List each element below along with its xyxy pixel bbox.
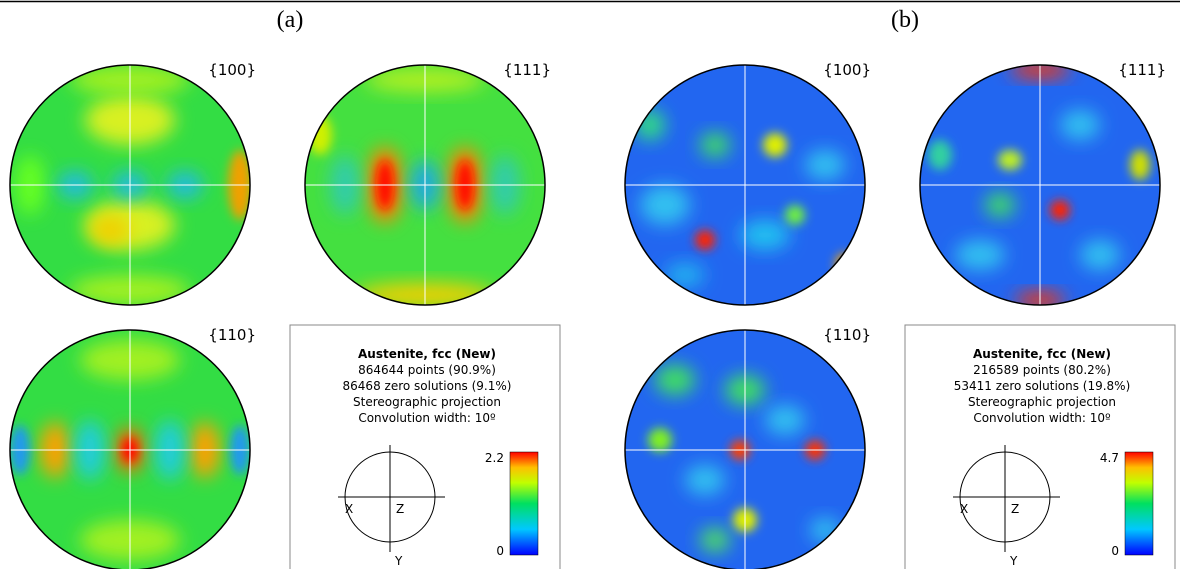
texture-blob: [1130, 150, 1150, 180]
info-line: 53411 zero solutions (19.8%): [954, 379, 1131, 393]
texture-blob: [763, 133, 787, 157]
info-title: Austenite, fcc (New): [973, 347, 1111, 361]
colorbar-max: 2.2: [485, 451, 504, 465]
axis-label: Z: [396, 502, 404, 516]
colorbar-max: 4.7: [1100, 451, 1119, 465]
axis-label: Y: [394, 554, 403, 568]
panel-label: (a): [277, 7, 304, 33]
pole-figure: [305, 65, 545, 305]
pole-outline: [919, 64, 1161, 306]
texture-blob: [685, 465, 725, 495]
colorbar: [1124, 451, 1154, 556]
texture-blob: [1080, 240, 1120, 270]
texture-blob: [1060, 110, 1100, 140]
texture-blob: [985, 193, 1015, 217]
texture-blob: [648, 428, 672, 452]
pole-figure: [625, 65, 865, 305]
pole-figure-label: {100}: [823, 61, 871, 79]
info-line: Stereographic projection: [968, 395, 1116, 409]
pole-outline: [624, 329, 866, 569]
info-title: Austenite, fcc (New): [358, 347, 496, 361]
texture-blob: [635, 110, 665, 140]
pole-figure: [625, 330, 865, 569]
axis-label: X: [345, 502, 353, 516]
pole-figure-label: {111}: [503, 61, 551, 79]
texture-blob: [640, 185, 690, 225]
pole-figure: [10, 330, 250, 569]
info-line: 86468 zero solutions (9.1%): [343, 379, 512, 393]
texture-blob: [308, 115, 332, 155]
axis-label: Y: [1009, 554, 1018, 568]
pole-outline: [9, 64, 251, 306]
texture-blob: [740, 220, 790, 250]
texture-blob: [700, 133, 730, 157]
pole-figure-label: {110}: [208, 326, 256, 344]
texture-blob: [655, 365, 695, 395]
texture-blob: [805, 150, 845, 180]
texture-blob: [695, 230, 715, 250]
colorbar: [509, 451, 539, 556]
texture-blob: [928, 140, 952, 170]
pole-figure: [10, 65, 250, 305]
texture-blob: [835, 253, 855, 277]
texture-blob: [665, 263, 705, 287]
pole-outline: [304, 64, 546, 306]
info-line: Stereographic projection: [353, 395, 501, 409]
pole-outline: [9, 329, 251, 569]
colorbar-min: 0: [496, 544, 504, 558]
texture-blob: [810, 518, 840, 542]
info-line: 216589 points (80.2%): [973, 363, 1111, 377]
panel-label: (b): [891, 7, 919, 33]
pole-figure-label: {100}: [208, 61, 256, 79]
pole-figure-label: {110}: [823, 326, 871, 344]
texture-blob: [765, 405, 805, 435]
info-line: Convolution width: 10º: [358, 411, 496, 425]
texture-blob: [955, 240, 1005, 270]
texture-blob: [1050, 200, 1070, 220]
pole-figure: [920, 65, 1160, 305]
pole-figure-label: {111}: [1118, 61, 1166, 79]
axis-label: X: [960, 502, 968, 516]
info-line: 864644 points (90.9%): [358, 363, 496, 377]
colorbar-min: 0: [1111, 544, 1119, 558]
pole-outline: [624, 64, 866, 306]
texture-blob: [998, 150, 1022, 170]
texture-blob: [700, 528, 730, 552]
texture-blob: [90, 215, 130, 245]
axis-label: Z: [1011, 502, 1019, 516]
info-line: Convolution width: 10º: [973, 411, 1111, 425]
texture-blob: [785, 205, 805, 225]
